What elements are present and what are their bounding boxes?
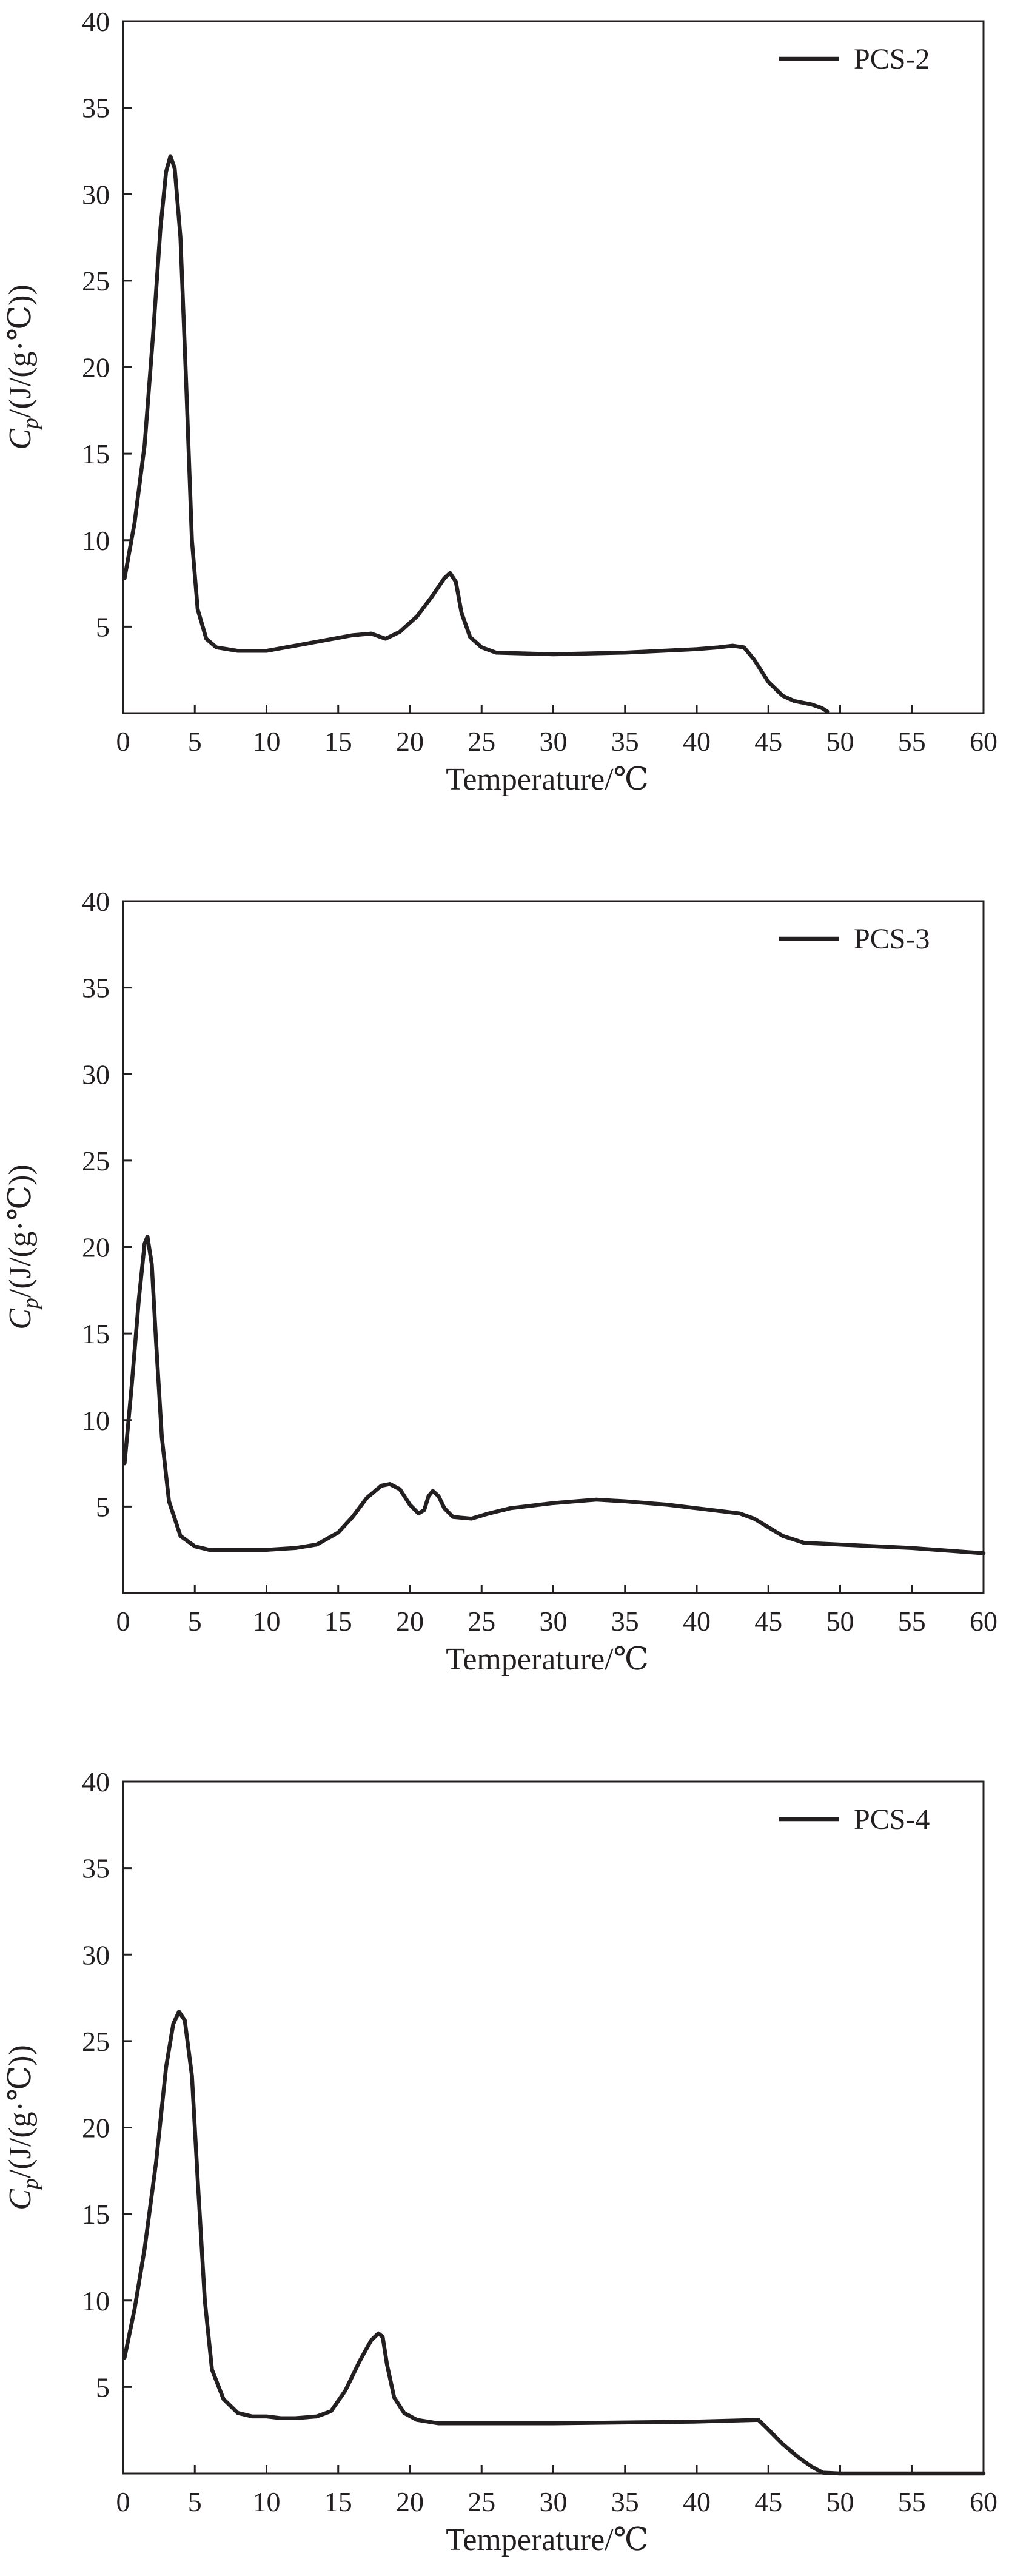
x-axis-title: Temperature/℃ (446, 2523, 649, 2557)
x-tick-label: 15 (324, 1606, 352, 1637)
x-tick-label: 55 (898, 2486, 926, 2517)
y-tick-label: 35 (82, 973, 110, 1004)
y-tick-label: 35 (82, 93, 110, 124)
x-axis-title: Temperature/℃ (446, 1642, 649, 1677)
y-tick-label: 25 (82, 266, 110, 297)
x-axis-title: Temperature/℃ (446, 762, 649, 797)
y-tick-label: 25 (82, 1145, 110, 1176)
y-axis-symbol: C (3, 2189, 38, 2210)
x-tick-label: 60 (970, 726, 997, 757)
y-axis-title: Cp/(J/(g·℃)) (3, 1164, 42, 1330)
x-tick-label: 25 (468, 1606, 495, 1637)
x-tick-label: 10 (253, 2486, 281, 2517)
x-tick-label: 40 (683, 2486, 711, 2517)
y-tick-label: 10 (82, 2286, 110, 2316)
y-tick-label: 30 (82, 1939, 110, 1970)
chart-panel: 0 5 10 15 20 25 30 35 40 45 50 55 60 5 10 15 20 25 30 35 40 T… (3, 6, 997, 797)
legend-label: PCS-3 (854, 923, 930, 955)
series-line-pcs-2 (122, 154, 830, 714)
x-tick-label: 40 (683, 726, 711, 757)
chart-panel: 0 5 10 15 20 25 30 35 40 45 50 55 60 5 10 15 20 25 30 35 40 T… (3, 886, 997, 1677)
legend-label: PCS-4 (854, 1803, 930, 1836)
y-tick-label: 10 (82, 1405, 110, 1436)
x-tick-label: 50 (826, 726, 854, 757)
y-axis-symbol: C (3, 1308, 38, 1330)
x-tick-label: 45 (754, 1606, 782, 1637)
x-tick-label: 50 (826, 1606, 854, 1637)
plot-frame (122, 1780, 985, 2475)
x-tick-label: 0 (116, 726, 130, 757)
x-tick-label: 5 (188, 726, 202, 757)
x-tick-label: 10 (253, 1606, 281, 1637)
x-tick-label: 10 (253, 726, 281, 757)
y-tick-label: 25 (82, 2026, 110, 2057)
y-axis-title: Cp/(J/(g·℃)) (3, 2045, 42, 2210)
y-tick-label: 40 (82, 6, 110, 37)
x-tick-label: 15 (324, 726, 352, 757)
y-axis-title: Cp/(J/(g·℃)) (3, 284, 42, 450)
y-tick-label: 10 (82, 525, 110, 556)
y-tick-label: 30 (82, 1059, 110, 1090)
x-tick-label: 30 (540, 1606, 568, 1637)
x-tick-label: 45 (754, 726, 782, 757)
y-tick-label: 20 (82, 2113, 110, 2144)
x-tick-label: 50 (826, 2486, 854, 2517)
x-tick-label: 45 (754, 2486, 782, 2517)
x-tick-label: 60 (970, 1606, 997, 1637)
plot-frame (122, 20, 985, 714)
y-axis-subscript: p (18, 1298, 42, 1310)
y-tick-label: 5 (96, 2372, 110, 2403)
x-tick-label: 5 (188, 1606, 202, 1637)
x-tick-label: 35 (611, 2486, 639, 2517)
x-tick-label: 0 (116, 1606, 130, 1637)
y-axis-unit: /(J/(g·℃)) (3, 1164, 38, 1298)
x-tick-label: 35 (611, 1606, 639, 1637)
y-tick-label: 35 (82, 1853, 110, 1884)
y-axis-subscript: p (18, 418, 42, 431)
x-tick-label: 0 (116, 2486, 130, 2517)
y-tick-label: 15 (82, 1318, 110, 1349)
y-axis-subscript: p (18, 2178, 42, 2191)
y-tick-label: 30 (82, 179, 110, 210)
x-tick-label: 5 (188, 2486, 202, 2517)
x-tick-label: 60 (970, 2486, 997, 2517)
y-tick-label: 5 (96, 1491, 110, 1522)
y-tick-label: 5 (96, 611, 110, 642)
x-tick-label: 30 (540, 2486, 568, 2517)
y-axis-unit: /(J/(g·℃)) (3, 2045, 38, 2178)
x-tick-label: 20 (396, 1606, 424, 1637)
y-tick-label: 15 (82, 438, 110, 469)
y-axis-symbol: C (3, 428, 38, 450)
y-tick-label: 40 (82, 886, 110, 917)
x-tick-label: 25 (468, 726, 495, 757)
y-tick-label: 15 (82, 2199, 110, 2230)
series-line-pcs-3 (122, 1235, 986, 1555)
x-tick-label: 15 (324, 2486, 352, 2517)
chart-panels: 0 5 10 15 20 25 30 35 40 45 50 55 60510152025303540T… (3, 6, 997, 2557)
x-tick-label: 20 (396, 726, 424, 757)
y-tick-label: 20 (82, 1232, 110, 1263)
x-tick-label: 25 (468, 2486, 495, 2517)
series-line-pcs-4 (122, 2010, 986, 2476)
x-tick-label: 55 (898, 726, 926, 757)
chart-panel: 0 5 10 15 20 25 30 35 40 45 50 55 60 5 10 15 20 25 30 35 40 T… (3, 1766, 997, 2557)
x-tick-label: 30 (540, 726, 568, 757)
legend-label: PCS-2 (854, 43, 930, 75)
plot-frame (122, 900, 985, 1594)
y-tick-label: 40 (82, 1766, 110, 1797)
x-tick-label: 40 (683, 1606, 711, 1637)
x-tick-label: 55 (898, 1606, 926, 1637)
y-axis-unit: /(J/(g·℃)) (3, 284, 38, 418)
y-tick-label: 20 (82, 352, 110, 383)
x-tick-label: 35 (611, 726, 639, 757)
x-tick-label: 20 (396, 2486, 424, 2517)
